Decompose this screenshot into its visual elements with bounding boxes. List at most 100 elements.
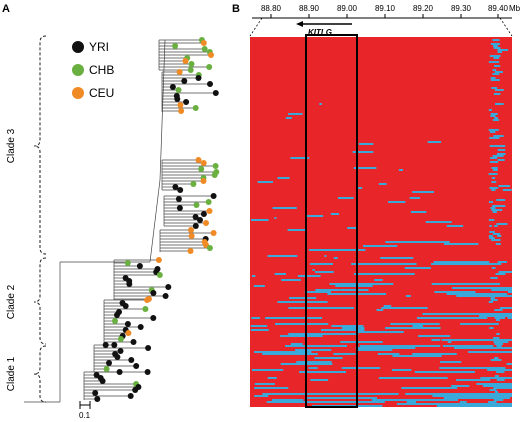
heatmap-cell bbox=[377, 353, 400, 355]
heatmap-cell bbox=[491, 189, 496, 191]
heatmap-cell bbox=[496, 341, 505, 343]
heatmap-cell bbox=[390, 323, 440, 325]
heatmap-cell bbox=[358, 143, 374, 145]
tree-tip bbox=[156, 272, 163, 278]
heatmap-cell bbox=[498, 185, 510, 187]
heatmap-cell bbox=[299, 371, 346, 373]
tree-tip bbox=[208, 52, 214, 58]
tree-tip bbox=[93, 372, 100, 378]
heatmap-cell bbox=[422, 313, 465, 315]
heatmap-cell bbox=[454, 347, 512, 349]
tree-branch bbox=[159, 39, 166, 181]
heatmap-cell bbox=[425, 221, 452, 223]
heatmap-cell bbox=[494, 117, 498, 119]
tree-tip bbox=[150, 290, 157, 296]
heatmap-cell bbox=[280, 335, 323, 337]
tree-tip bbox=[200, 40, 207, 46]
tree-tip bbox=[205, 199, 212, 205]
axis-unit-label: Mb bbox=[509, 4, 520, 13]
heatmap-cell bbox=[489, 389, 497, 391]
tree-tip bbox=[144, 297, 151, 303]
heatmap-cell bbox=[492, 369, 502, 371]
heatmap-cell bbox=[380, 257, 414, 259]
heatmap-cell bbox=[492, 205, 506, 207]
heatmap-cell bbox=[267, 377, 277, 379]
heatmap-cell bbox=[304, 291, 331, 293]
heatmap-cell bbox=[434, 291, 476, 293]
tree-tip bbox=[187, 248, 194, 254]
tree-tip bbox=[125, 330, 132, 336]
tree-tip bbox=[92, 390, 99, 396]
phylogenetic-tree bbox=[24, 37, 220, 403]
heatmap-cell bbox=[492, 351, 499, 353]
tree-tip bbox=[144, 369, 151, 375]
heatmap-cell bbox=[405, 295, 411, 297]
heatmap-cell bbox=[451, 395, 507, 397]
tree-tip bbox=[211, 172, 218, 178]
heatmap-cell bbox=[355, 347, 416, 349]
heatmap-cell bbox=[460, 323, 496, 325]
tree-tip bbox=[181, 78, 188, 84]
heatmap-cell bbox=[416, 317, 488, 319]
heatmap-cell bbox=[500, 397, 510, 399]
heatmap-cell bbox=[269, 387, 272, 389]
heatmap-cell bbox=[382, 345, 441, 347]
heatmap-cell bbox=[307, 397, 320, 399]
tree-tip bbox=[192, 223, 199, 229]
heatmap-cell bbox=[497, 49, 509, 51]
heatmap-cell bbox=[391, 369, 412, 371]
heatmap-cell bbox=[290, 343, 303, 345]
tree-tip bbox=[175, 87, 182, 93]
heatmap-cell bbox=[447, 341, 452, 343]
heatmap-cell bbox=[392, 355, 442, 357]
heatmap-cell bbox=[253, 285, 265, 287]
clade-2-bracket bbox=[33, 257, 47, 345]
heatmap-cell bbox=[296, 361, 332, 363]
heatmap-cell bbox=[306, 215, 324, 217]
tree-tip bbox=[102, 342, 109, 348]
heatmap-cell bbox=[489, 231, 495, 233]
tree-branch bbox=[149, 179, 161, 263]
heatmap-cell bbox=[488, 61, 500, 63]
tree-tip bbox=[150, 315, 157, 321]
heatmap-cell bbox=[488, 109, 492, 111]
heatmap-cell bbox=[490, 115, 496, 117]
tree-tip bbox=[172, 43, 179, 49]
tree-tip bbox=[114, 312, 120, 318]
tree-tip bbox=[201, 46, 208, 52]
heatmap-cell bbox=[492, 295, 500, 297]
heatmap-cell bbox=[492, 155, 504, 157]
clade-brackets bbox=[33, 35, 47, 403]
heatmap-cell bbox=[431, 339, 441, 341]
scale-bar-label: 0.1 bbox=[79, 411, 91, 420]
heatmap-cell bbox=[490, 157, 498, 159]
heatmap-cell bbox=[491, 181, 497, 183]
heatmap-cell bbox=[448, 353, 457, 355]
heatmap-cell bbox=[346, 393, 399, 395]
heatmap-cell bbox=[330, 213, 339, 215]
axis-tick-label: 88.80 bbox=[261, 4, 282, 13]
heatmap-cell bbox=[312, 269, 315, 271]
heatmap-cell bbox=[496, 371, 505, 373]
heatmap-cell bbox=[378, 377, 448, 379]
heatmap-cell bbox=[492, 169, 498, 171]
heatmap-cell bbox=[385, 327, 441, 329]
heatmap-cell bbox=[489, 367, 496, 369]
heatmap-cell bbox=[398, 169, 403, 171]
heatmap-cell bbox=[488, 401, 497, 403]
clade-1-bracket bbox=[33, 345, 47, 403]
heatmap-cell bbox=[498, 271, 512, 273]
tree-tip bbox=[195, 157, 202, 163]
tree-tip bbox=[111, 342, 118, 348]
heatmap-cell bbox=[341, 327, 365, 329]
tree-tip bbox=[172, 184, 179, 190]
heatmap-cell bbox=[393, 399, 458, 401]
tree-tip bbox=[114, 354, 121, 360]
heatmap-cell bbox=[497, 159, 505, 161]
heatmap-cell bbox=[484, 287, 503, 289]
tree-tip bbox=[174, 96, 181, 102]
heatmap-cell bbox=[497, 149, 506, 151]
heatmap-cell bbox=[494, 317, 505, 319]
heatmap-cell bbox=[489, 55, 501, 57]
